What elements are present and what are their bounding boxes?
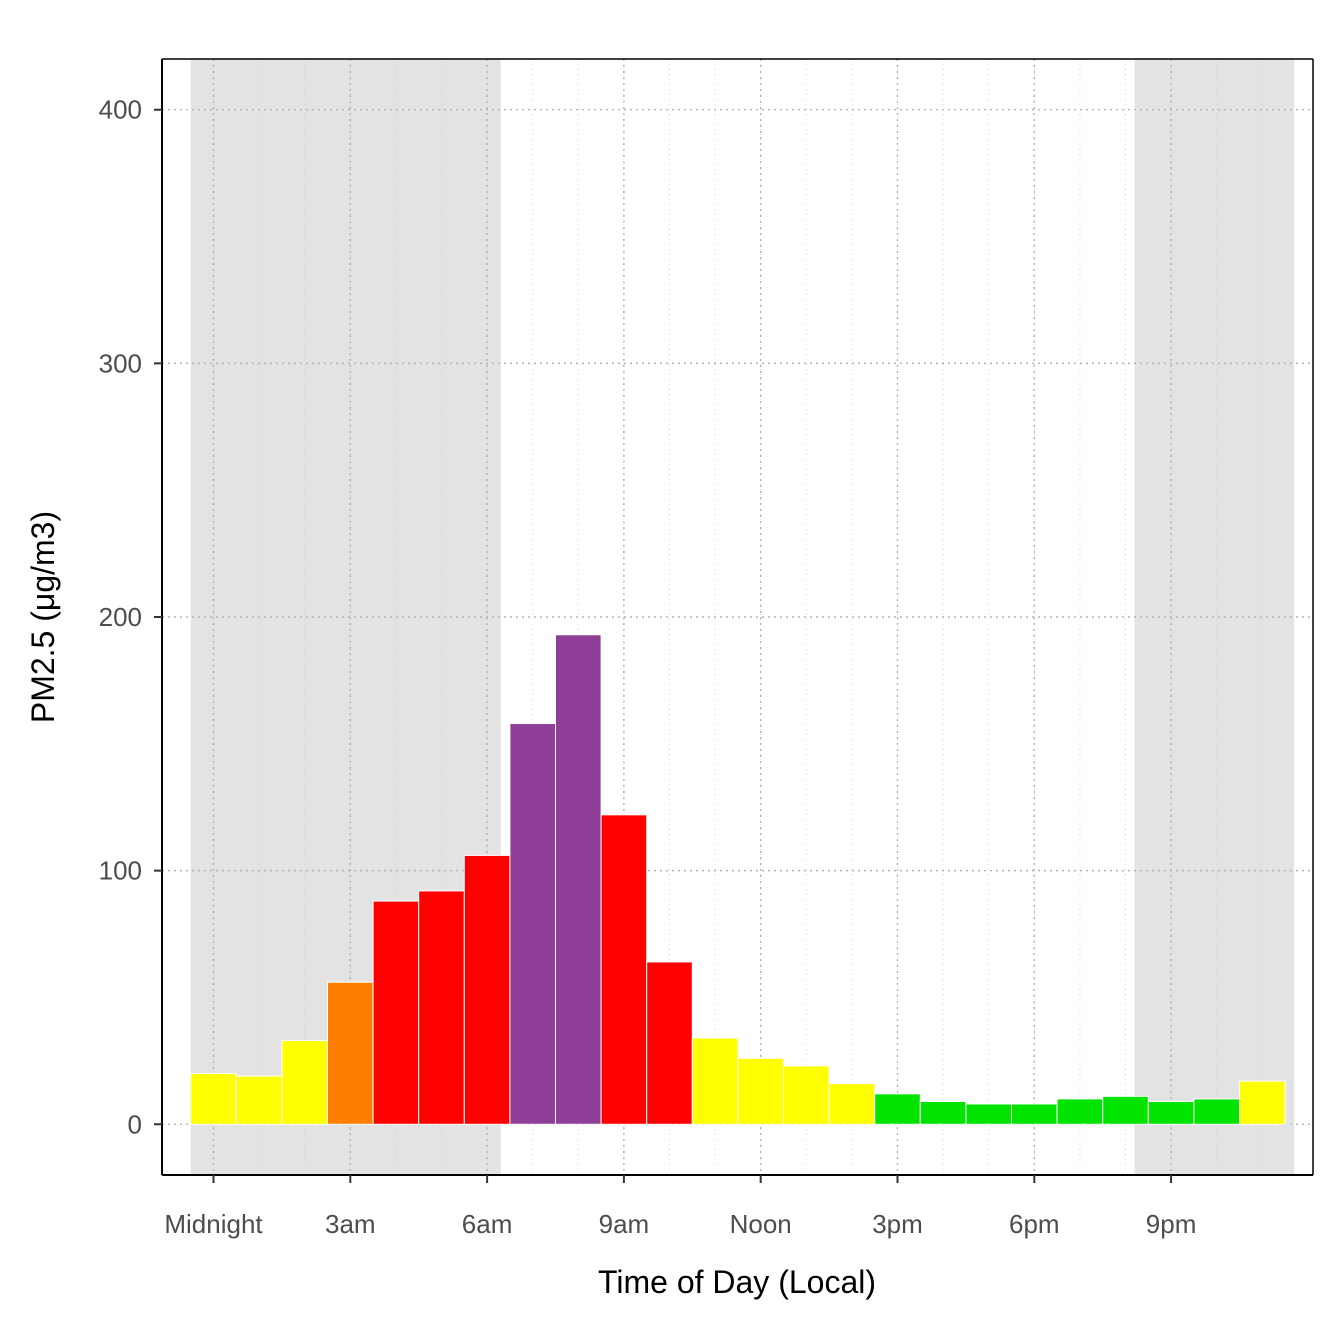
x-tick-label: 6am xyxy=(462,1209,513,1239)
bar xyxy=(463,854,511,1125)
bar xyxy=(555,634,602,1125)
y-axis-title: PM2.5 (μg/m3) xyxy=(25,511,61,723)
tick-labels: 0 100 200 300 400 Midnight 3am 6am 9am Noon 3pm 6pm… xyxy=(99,95,1197,1239)
bar xyxy=(965,1103,1013,1125)
bar xyxy=(1102,1095,1149,1125)
bar xyxy=(327,981,374,1125)
x-tick-label: 9pm xyxy=(1146,1209,1197,1239)
bar xyxy=(1011,1103,1058,1125)
y-tick-label: 0 xyxy=(128,1109,142,1139)
y-tick-label: 100 xyxy=(99,856,142,886)
bar xyxy=(600,814,648,1125)
y-tick-label: 200 xyxy=(99,602,142,632)
x-tick-label: Midnight xyxy=(164,1209,263,1239)
bar xyxy=(919,1100,967,1125)
bar xyxy=(281,1040,328,1125)
bar xyxy=(1193,1098,1241,1125)
bars xyxy=(190,634,1286,1125)
x-tick-label: 3am xyxy=(325,1209,376,1239)
x-tick-label: Noon xyxy=(730,1209,792,1239)
x-tick-label: 3pm xyxy=(872,1209,923,1239)
bar xyxy=(418,890,465,1125)
bar xyxy=(874,1093,921,1125)
bar xyxy=(646,961,693,1125)
x-axis-title: Time of Day (Local) xyxy=(598,1264,876,1300)
bar xyxy=(190,1073,237,1125)
bar xyxy=(235,1075,283,1125)
bar xyxy=(1056,1098,1104,1125)
bar xyxy=(828,1083,876,1125)
bar xyxy=(691,1037,739,1125)
bar xyxy=(1239,1080,1286,1125)
bar xyxy=(783,1065,830,1125)
y-tick-label: 400 xyxy=(99,95,142,125)
x-tick-label: 9am xyxy=(599,1209,650,1239)
axes xyxy=(154,58,1314,1183)
bar xyxy=(1147,1100,1195,1125)
x-tick-label: 6pm xyxy=(1009,1209,1060,1239)
y-tick-label: 300 xyxy=(99,348,142,378)
bar xyxy=(737,1057,785,1125)
bar xyxy=(509,723,556,1125)
bar xyxy=(372,900,420,1125)
